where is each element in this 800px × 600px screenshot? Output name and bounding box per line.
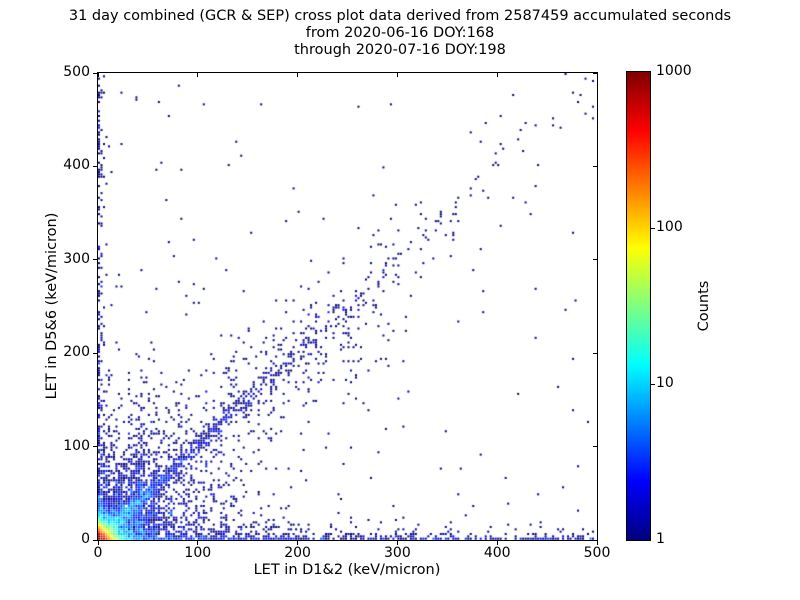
y-tick-mark — [93, 259, 97, 261]
y-tick-mark-right — [593, 446, 597, 448]
plot-title-line-1: 31 day combined (GCR & SEP) cross plot d… — [68, 8, 732, 24]
x-tick-mark-top — [496, 73, 498, 77]
y-tick-mark-right — [593, 539, 597, 541]
plot-title-line-3: through 2020-07-16 DOY:198 — [294, 42, 506, 58]
x-tick-mark-top — [197, 73, 199, 77]
x-tick-mark-top — [396, 73, 398, 77]
colorbar-tick-label: 1000 — [656, 63, 692, 79]
y-tick-mark-right — [593, 165, 597, 167]
x-tick-mark-top — [596, 73, 598, 77]
x-tick-mark-top — [297, 73, 299, 77]
colorbar-label: Counts — [696, 280, 712, 332]
x-tick-mark-top — [97, 73, 99, 77]
y-tick-label: 300 — [63, 250, 90, 267]
x-tick-mark — [97, 541, 99, 545]
x-tick-mark — [596, 541, 598, 545]
x-tick-label: 0 — [93, 545, 103, 561]
y-tick-label: 200 — [63, 344, 90, 361]
y-tick-label: 100 — [63, 437, 90, 454]
y-tick-mark-right — [593, 259, 597, 261]
x-tick-mark — [197, 541, 199, 545]
x-tick-label: 100 — [184, 545, 212, 561]
x-tick-label: 500 — [583, 545, 611, 561]
y-tick-mark — [93, 539, 97, 541]
y-tick-mark — [93, 72, 97, 74]
y-tick-label: 400 — [63, 157, 90, 174]
y-tick-mark-right — [593, 72, 597, 74]
axes-frame — [97, 72, 598, 541]
x-tick-mark — [396, 541, 398, 545]
x-axis-label: LET in D1&2 (keV/micron) — [253, 562, 441, 578]
y-tick-label: 500 — [63, 64, 90, 80]
x-tick-label: 300 — [384, 545, 411, 561]
scatter-plot-canvas — [98, 73, 597, 540]
y-tick-mark — [93, 165, 97, 167]
x-tick-label: 200 — [284, 545, 311, 561]
y-tick-mark — [93, 352, 97, 354]
x-tick-label: 400 — [483, 545, 511, 561]
y-tick-label: 0 — [81, 531, 90, 547]
colorbar-tick-mark — [651, 383, 655, 385]
colorbar-tick-label: 100 — [656, 219, 683, 235]
plot-title-line-2: from 2020-06-16 DOY:168 — [305, 25, 495, 41]
colorbar-tick-label: 10 — [656, 375, 674, 391]
colorbar-gradient-canvas — [627, 72, 650, 540]
colorbar-tick-mark — [651, 227, 655, 229]
colorbar-tick-label: 1 — [656, 531, 665, 547]
x-tick-mark — [297, 541, 299, 545]
y-axis-label: LET in D5&6 (keV/micron) — [44, 212, 60, 400]
y-tick-mark — [93, 446, 97, 448]
x-tick-mark — [496, 541, 498, 545]
y-tick-mark-right — [593, 352, 597, 354]
colorbar-frame — [626, 71, 651, 541]
